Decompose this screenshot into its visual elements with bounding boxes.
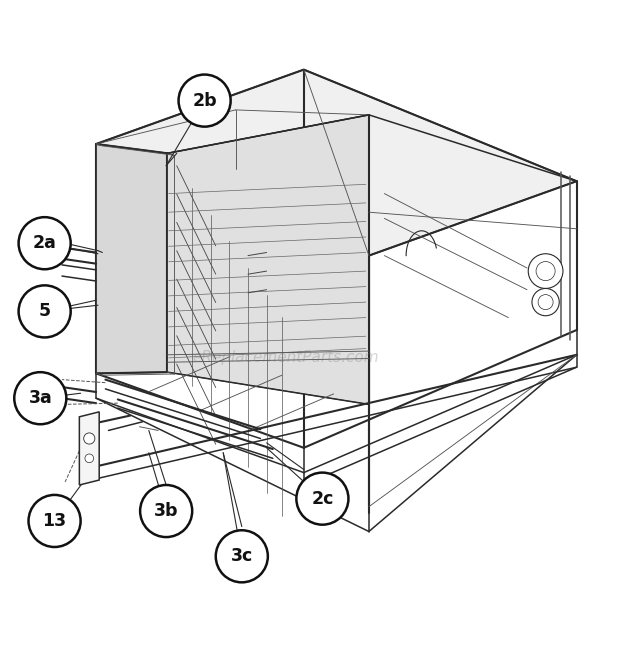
Text: 3b: 3b [154,502,179,520]
Polygon shape [96,69,577,255]
Text: 2b: 2b [192,92,217,110]
Circle shape [216,530,268,582]
Text: 5: 5 [38,302,51,320]
Text: 3a: 3a [29,389,52,407]
Circle shape [84,433,95,444]
Circle shape [19,285,71,337]
Circle shape [179,75,231,127]
Text: 2c: 2c [311,490,334,508]
Circle shape [296,473,348,525]
Circle shape [85,454,94,463]
Circle shape [538,294,553,310]
Circle shape [19,217,71,269]
Text: 3c: 3c [231,547,253,566]
Circle shape [532,288,559,315]
Polygon shape [96,144,167,374]
Polygon shape [79,412,99,485]
Circle shape [528,253,563,288]
Circle shape [14,372,66,424]
Circle shape [29,495,81,547]
Circle shape [536,261,555,280]
Text: 13: 13 [43,512,66,530]
Text: eReplacementParts.com: eReplacementParts.com [192,350,379,366]
Circle shape [140,485,192,537]
Text: 2a: 2a [33,234,56,252]
Polygon shape [167,115,369,405]
